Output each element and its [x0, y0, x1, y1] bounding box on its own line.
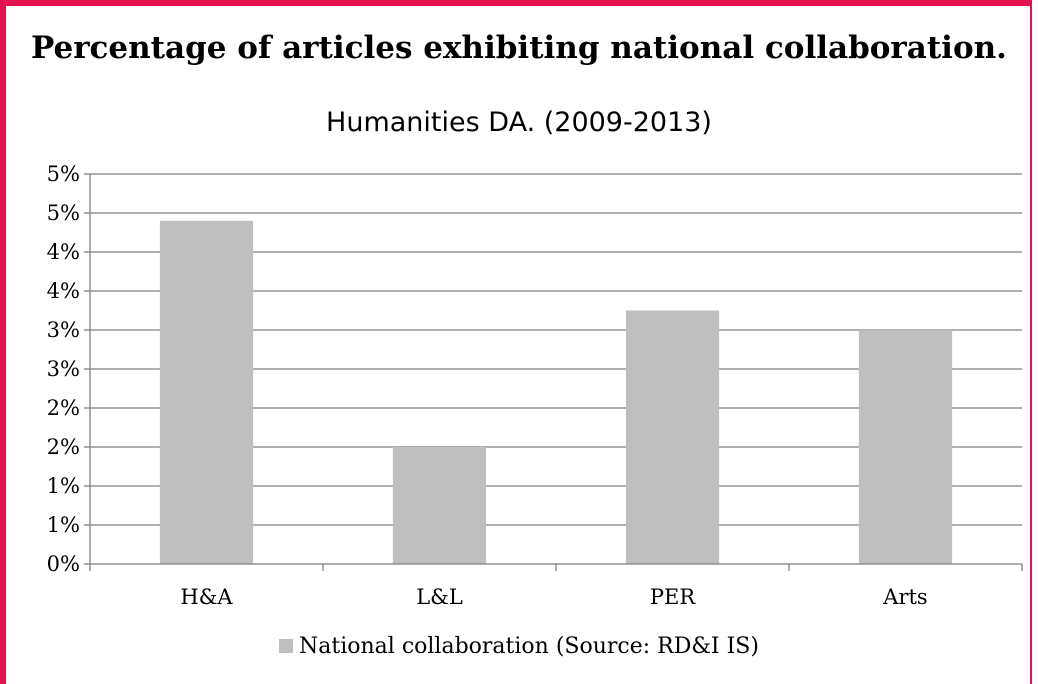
y-tick-label: 3%	[47, 318, 80, 342]
x-tick-label: Arts	[882, 585, 927, 609]
y-tick-label: 0%	[47, 552, 80, 576]
bar-l-l	[392, 447, 487, 564]
bar-h-a	[159, 220, 254, 565]
x-tick-label: L&L	[416, 585, 463, 609]
bar-per	[625, 310, 720, 564]
y-tick-label: 2%	[47, 435, 80, 459]
chart-subtitle: Humanities DA. (2009-2013)	[326, 107, 712, 138]
y-tick-label: 1%	[47, 513, 80, 537]
chart-title: Percentage of articles exhibiting nation…	[31, 30, 1007, 66]
x-tick-label: PER	[650, 585, 696, 609]
y-tick-label: 1%	[47, 474, 80, 498]
x-tick-label: H&A	[180, 585, 233, 609]
y-tick-label: 5%	[47, 162, 80, 186]
y-tick-label: 4%	[47, 279, 80, 303]
legend-swatch	[279, 639, 294, 653]
legend: National collaboration (Source: RD&I IS)	[0, 634, 1038, 659]
y-tick-label: 2%	[47, 396, 80, 420]
y-tick-label: 5%	[47, 201, 80, 225]
y-tick-label: 4%	[47, 240, 80, 264]
y-tick-label: 3%	[47, 357, 80, 381]
bar-arts	[858, 330, 953, 564]
legend-label: National collaboration (Source: RD&I IS)	[299, 634, 759, 659]
